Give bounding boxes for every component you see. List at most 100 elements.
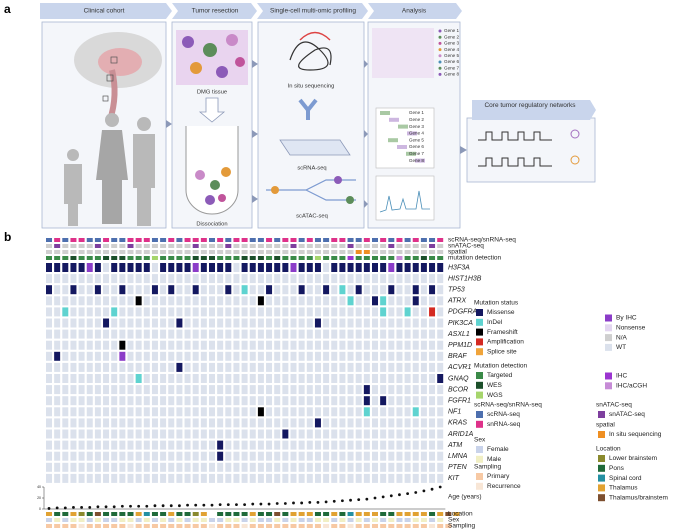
mutation-cell [127, 374, 134, 383]
mutation-cell [420, 307, 427, 317]
step-chevron [172, 3, 257, 19]
mutation-cell [429, 418, 436, 428]
mutation-cell [160, 418, 167, 428]
mutation-cell [339, 285, 346, 295]
annotation-cell [143, 524, 150, 528]
mutation-cell [372, 418, 378, 428]
mutation-cell [420, 385, 427, 395]
mutation-cell [200, 296, 207, 306]
age-dot [63, 506, 67, 510]
mutation-cell [404, 429, 411, 439]
annotation-cell [168, 518, 175, 522]
age-dot [414, 491, 418, 494]
age-dot [194, 503, 198, 507]
method-label: scRNA-seq [297, 166, 326, 172]
mutation-cell [331, 274, 338, 284]
mutation-cell [111, 351, 118, 361]
mutation-cell [420, 418, 427, 428]
annotation-cell [111, 250, 118, 254]
annotation-cell [380, 244, 387, 248]
mutation-cell [314, 418, 321, 428]
mutation-cell [282, 318, 289, 328]
mutation-cell [54, 374, 61, 383]
mutation-cell [103, 451, 110, 461]
annotation-cell [78, 250, 85, 254]
mutation-cell [46, 362, 52, 372]
mutation-cell [404, 462, 411, 472]
track-label: Sampling [448, 523, 475, 530]
mutation-cell [151, 451, 158, 461]
annotation-cell [306, 524, 313, 528]
annotation-cell [282, 524, 289, 528]
mutation-cell [143, 340, 150, 350]
annotation-cell [160, 250, 167, 254]
annotation-cell [339, 238, 346, 242]
mutation-cell [437, 329, 444, 339]
age-dot [398, 493, 401, 497]
mutation-cell [420, 429, 427, 439]
mutation-cell [323, 451, 330, 461]
annotation-cell [127, 524, 134, 528]
mutation-cell [396, 285, 403, 295]
gene-label: BCOR [448, 386, 468, 393]
mutation-cell [54, 296, 61, 306]
step-label: Single-cell multi-omic profiling [270, 8, 356, 15]
mutation-cell [274, 407, 281, 417]
mutation-cell [331, 374, 338, 383]
annotation-cell [372, 512, 378, 516]
mutation-cell [290, 296, 297, 306]
mutation-cell [266, 296, 273, 306]
mutation-cell [70, 462, 77, 472]
mutation-cell [339, 263, 346, 272]
mutation-cell [339, 473, 346, 483]
annotation-cell [331, 238, 338, 242]
annotation-cell [331, 256, 338, 260]
annotation-cell [200, 518, 207, 522]
annotation-cell [143, 518, 150, 522]
mutation-cell [404, 362, 411, 372]
mutation-cell [249, 362, 256, 372]
mutation-cell [412, 318, 419, 328]
mutation-cell [388, 451, 395, 461]
age-dot [341, 499, 344, 503]
mutation-cell [363, 351, 370, 361]
mutation-cell [217, 263, 224, 272]
mutation-cell [62, 451, 69, 461]
mutation-cell [151, 296, 158, 306]
mutation-cell [331, 285, 338, 295]
mutation-cell [372, 407, 378, 417]
mutation-cell [380, 285, 387, 295]
mutation-cell [290, 462, 297, 472]
annotation-cell [46, 244, 52, 248]
mutation-cell [241, 340, 248, 350]
annotation-cell [380, 512, 387, 516]
mutation-cell [274, 396, 281, 406]
mutation-cell [257, 307, 264, 317]
annotation-cell [420, 512, 427, 516]
mutation-cell [135, 340, 142, 350]
mutation-cell [355, 429, 362, 439]
gene-bar [388, 138, 398, 143]
mutation-cell [78, 296, 85, 306]
mutation-cell [217, 374, 224, 383]
annotation-cell [168, 524, 175, 528]
mutation-cell [200, 385, 207, 395]
mutation-cell [314, 473, 321, 483]
mutation-cell [119, 329, 126, 339]
mutation-cell [184, 462, 191, 472]
mutation-cell [62, 418, 69, 428]
mutation-cell [429, 296, 436, 306]
mutation-cell [380, 429, 387, 439]
mutation-cell [62, 362, 69, 372]
mutation-cell [323, 473, 330, 483]
gene-label: Gene 7 [444, 65, 460, 70]
annotation-cell [363, 518, 370, 522]
mutation-cell [437, 340, 444, 350]
mutation-cell [225, 307, 232, 317]
annotation-cell [46, 238, 52, 242]
mutation-cell [119, 263, 126, 272]
annotation-cell [151, 518, 158, 522]
mutation-cell [209, 362, 215, 372]
legend-swatch [476, 348, 483, 356]
mutation-cell [94, 418, 101, 428]
